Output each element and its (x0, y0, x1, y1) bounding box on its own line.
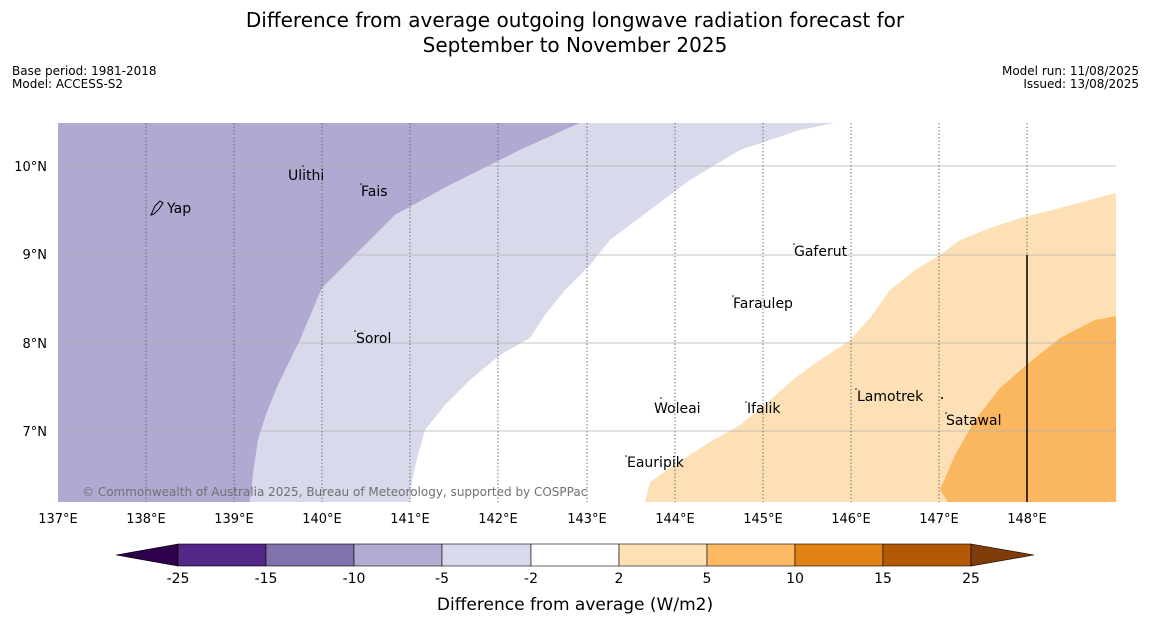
place-label-ifalik: Ifalik (747, 401, 781, 417)
colorbar-swatch-minus25-minus15 (178, 544, 266, 566)
colorbar-swatch-15-25 (883, 544, 971, 566)
lon-label-147e: 147°E (919, 512, 959, 527)
colorbar-tick-2: 2 (615, 571, 624, 587)
place-label-satawal: Satawal (946, 413, 1001, 429)
colorbar-tick-minus15: -15 (255, 571, 278, 587)
colorbar-swatch-2-5 (619, 544, 707, 566)
map-area: Yap Ulithi Fais Sorol Gaferut Faraulep W… (58, 123, 1116, 502)
lon-label-141e: 141°E (390, 512, 430, 527)
place-label-yap: Yap (166, 201, 191, 217)
place-label-ulithi: Ulithi (288, 168, 324, 184)
lon-label-139e: 139°E (214, 512, 254, 527)
place-label-faraulep: Faraulep (733, 296, 793, 312)
lat-label-8n: 8°N (23, 337, 48, 352)
lon-label-145e: 145°E (743, 512, 783, 527)
place-label-sorol: Sorol (356, 331, 391, 347)
lon-label-144e: 144°E (655, 512, 695, 527)
place-label-gaferut: Gaferut (794, 244, 848, 260)
colorbar-swatch-minus10-minus5 (354, 544, 442, 566)
place-label-lamotrek: Lamotrek (857, 389, 924, 405)
lat-label-7n: 7°N (23, 425, 48, 440)
lon-label-138e: 138°E (126, 512, 166, 527)
colorbar-extend-low (116, 544, 178, 566)
place-label-fais: Fais (361, 184, 388, 200)
colorbar-tick-10: 10 (786, 571, 804, 587)
colorbar-tick-15: 15 (874, 571, 892, 587)
colorbar-swatch-10-15 (795, 544, 883, 566)
lat-label-9n: 9°N (23, 248, 48, 263)
colorbar-swatch-5-10 (707, 544, 795, 566)
colorbar-label: Difference from average (W/m2) (437, 595, 713, 615)
colorbar-tick-minus2: -2 (524, 571, 538, 587)
colorbar (116, 544, 1034, 566)
colorbar-tick-25: 25 (962, 571, 980, 587)
lon-label-148e: 148°E (1007, 512, 1047, 527)
copyright-text: © Commonwealth of Australia 2025, Bureau… (82, 485, 587, 499)
colorbar-extend-high (971, 544, 1034, 566)
lon-label-142e: 142°E (478, 512, 518, 527)
map-figure: Yap Ulithi Fais Sorol Gaferut Faraulep W… (0, 0, 1150, 644)
lat-label-10n: 10°N (14, 160, 47, 175)
colorbar-tick-minus25: -25 (167, 571, 190, 587)
colorbar-swatch-minus5-minus2 (442, 544, 531, 566)
lon-label-146e: 146°E (831, 512, 871, 527)
colorbar-tick-5: 5 (703, 571, 712, 587)
lon-label-140e: 140°E (302, 512, 342, 527)
lon-label-137e: 137°E (38, 512, 78, 527)
colorbar-tick-minus10: -10 (343, 571, 366, 587)
colorbar-tick-minus5: -5 (435, 571, 449, 587)
place-label-woleai: Woleai (654, 401, 701, 417)
colorbar-swatch-minus15-minus10 (266, 544, 354, 566)
colorbar-swatch-minus2-2 (531, 544, 619, 566)
lon-label-143e: 143°E (567, 512, 607, 527)
place-label-eauripik: Eauripik (627, 455, 685, 471)
